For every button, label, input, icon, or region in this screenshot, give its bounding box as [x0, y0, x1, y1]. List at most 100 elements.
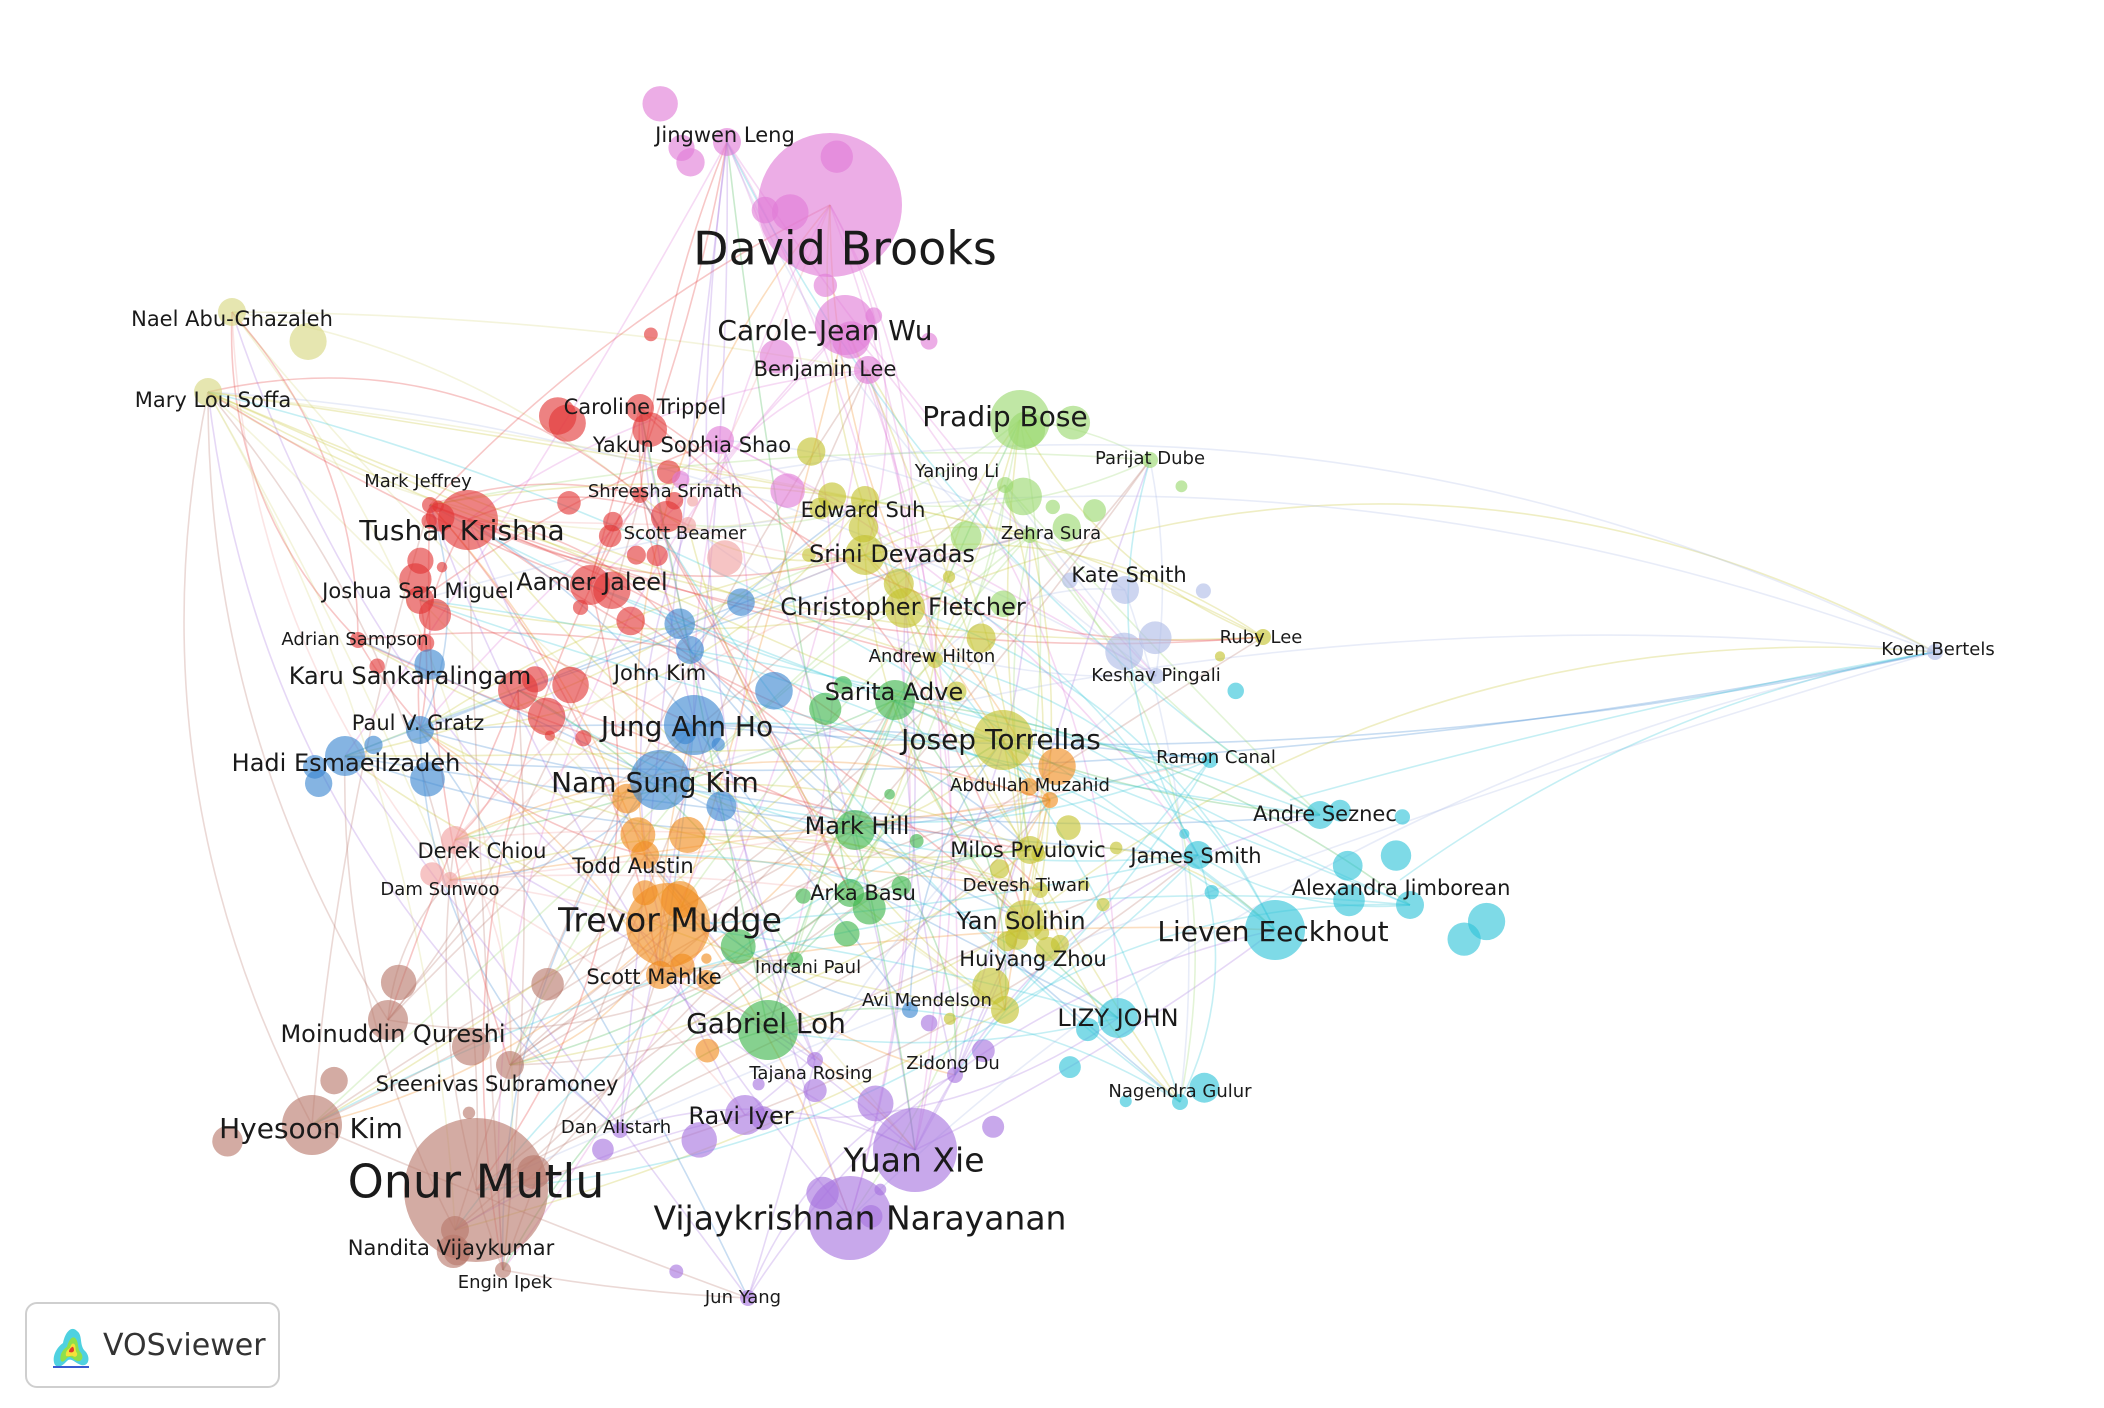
author-node[interactable] — [1111, 576, 1139, 604]
author-node[interactable] — [1022, 527, 1038, 543]
author-node[interactable] — [997, 477, 1013, 493]
author-node[interactable] — [809, 497, 832, 520]
author-node[interactable] — [991, 996, 1019, 1024]
author-node[interactable] — [720, 929, 756, 964]
author-label[interactable]: Milos Prvulovic — [950, 838, 1105, 862]
author-node[interactable] — [927, 652, 943, 668]
author-node[interactable] — [414, 649, 445, 680]
author-node[interactable] — [990, 590, 1017, 618]
author-node[interactable] — [1148, 668, 1164, 684]
author-label[interactable]: Josep Torrellas — [899, 723, 1101, 756]
author-label[interactable]: Lieven Eeckhout — [1157, 915, 1388, 948]
author-label[interactable]: Nagendra Gulur — [1108, 1081, 1252, 1102]
author-node[interactable] — [552, 666, 589, 704]
author-label[interactable]: Dan Alistarh — [561, 1117, 671, 1138]
author-node[interactable] — [809, 692, 842, 725]
author-node[interactable] — [676, 636, 704, 664]
author-node[interactable] — [369, 658, 385, 674]
author-node[interactable] — [442, 872, 458, 888]
author-node[interactable] — [669, 816, 706, 853]
author-node[interactable] — [1184, 841, 1212, 869]
author-node[interactable] — [943, 1012, 956, 1025]
author-node[interactable] — [1394, 809, 1411, 825]
author-node[interactable] — [1214, 651, 1226, 662]
author-node[interactable] — [592, 1138, 614, 1161]
author-node[interactable] — [421, 513, 437, 529]
author-node[interactable] — [1035, 936, 1061, 962]
author-node[interactable] — [407, 547, 434, 574]
author-node[interactable] — [835, 810, 875, 850]
author-node[interactable] — [1380, 840, 1412, 871]
author-node[interactable] — [650, 500, 683, 533]
author-label[interactable]: Avi Mendelson — [862, 990, 992, 1011]
author-node[interactable] — [410, 761, 445, 797]
author-node[interactable] — [603, 511, 623, 532]
author-label[interactable]: Tushar Krishna — [358, 514, 564, 547]
author-node[interactable] — [902, 1002, 918, 1018]
author-label[interactable]: Hadi Esmaeilzadeh — [232, 749, 461, 777]
author-label[interactable]: Zidong Du — [906, 1053, 1000, 1074]
author-label[interactable]: Christopher Fletcher — [780, 593, 1026, 621]
author-label[interactable]: Nam Sung Kim — [551, 766, 759, 799]
author-node[interactable] — [496, 1051, 524, 1079]
author-node[interactable] — [1329, 799, 1351, 822]
author-node[interactable] — [626, 545, 646, 565]
author-node[interactable] — [1332, 850, 1363, 881]
author-node[interactable] — [420, 862, 444, 886]
author-node[interactable] — [1096, 897, 1110, 912]
author-node[interactable] — [1245, 900, 1305, 960]
author-node[interactable] — [990, 390, 1050, 450]
author-node[interactable] — [643, 327, 658, 342]
author-node[interactable] — [422, 497, 438, 513]
author-node[interactable] — [836, 879, 864, 907]
author-node[interactable] — [218, 298, 246, 326]
author-node[interactable] — [531, 967, 564, 1001]
author-node[interactable] — [406, 716, 434, 744]
author-label[interactable]: David Brooks — [693, 222, 997, 276]
author-node[interactable] — [1189, 1072, 1220, 1103]
author-node[interactable] — [875, 680, 915, 720]
author-node[interactable] — [787, 952, 803, 968]
author-node[interactable] — [713, 128, 741, 156]
author-node[interactable] — [857, 1085, 894, 1122]
author-label[interactable]: Ravi Iyer — [688, 1102, 793, 1130]
author-node[interactable] — [947, 1067, 963, 1083]
author-node[interactable] — [920, 332, 938, 350]
author-node[interactable] — [884, 788, 895, 800]
author-node[interactable] — [1076, 1017, 1100, 1042]
author-node[interactable] — [885, 588, 925, 628]
author-node[interactable] — [1098, 998, 1138, 1038]
author-node[interactable] — [1195, 583, 1211, 599]
author-label[interactable]: Andrew Hilton — [869, 646, 996, 667]
author-node[interactable] — [997, 931, 1017, 952]
author-node[interactable] — [727, 588, 755, 616]
author-node[interactable] — [1052, 513, 1081, 542]
author-label[interactable]: James Smith — [1128, 844, 1261, 868]
author-node[interactable] — [681, 1122, 717, 1158]
author-node[interactable] — [646, 544, 668, 567]
author-node[interactable] — [1175, 480, 1188, 493]
author-node[interactable] — [416, 634, 435, 652]
author-node[interactable] — [815, 295, 875, 355]
author-node[interactable] — [1202, 752, 1218, 768]
author-node[interactable] — [1142, 452, 1158, 468]
author-node[interactable] — [626, 883, 710, 967]
author-label[interactable]: Caroline Trippel — [564, 395, 727, 419]
author-node[interactable] — [966, 623, 996, 653]
author-node[interactable] — [1172, 1094, 1188, 1110]
author-label[interactable]: Moinuddin Qureshi — [280, 1020, 505, 1048]
author-node[interactable] — [1138, 621, 1172, 655]
author-label[interactable]: Yan Solihin — [955, 907, 1085, 935]
author-node[interactable] — [891, 876, 912, 896]
author-node[interactable] — [942, 570, 956, 583]
author-node[interactable] — [350, 632, 366, 648]
author-node[interactable] — [706, 791, 737, 822]
author-node[interactable] — [982, 1115, 1005, 1138]
author-node[interactable] — [1056, 815, 1081, 840]
author-node[interactable] — [1083, 499, 1106, 523]
author-node[interactable] — [803, 1078, 827, 1103]
author-label[interactable]: Mark Hill — [805, 812, 910, 840]
author-label[interactable]: Scott Mahlke — [586, 965, 721, 989]
author-node[interactable] — [680, 517, 696, 533]
author-label[interactable]: Keshav Pingali — [1091, 665, 1221, 686]
